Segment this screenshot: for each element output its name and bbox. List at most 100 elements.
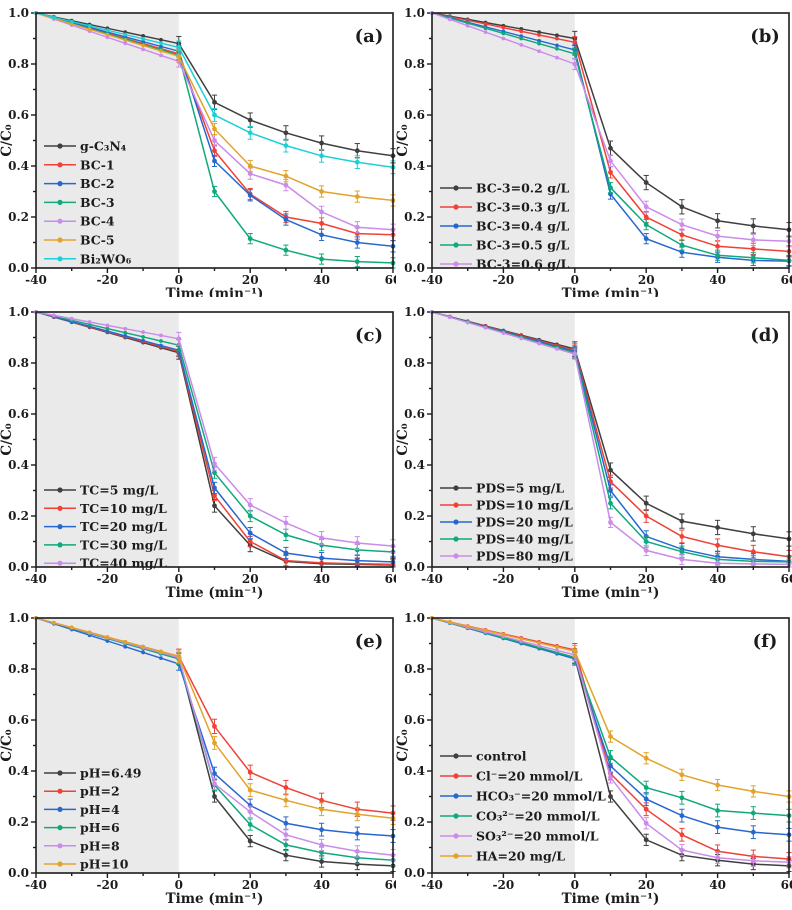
legend-item: BC-3=0.3 g/L (440, 200, 570, 215)
marker (319, 189, 324, 194)
y-tick-label: 0.0 (404, 560, 425, 574)
marker (283, 832, 289, 838)
legend-item: BC-3=0.4 g/L (440, 219, 570, 234)
marker (679, 534, 685, 539)
legend-label: TC=10 mg/L (80, 501, 167, 516)
marker (141, 36, 146, 41)
panel-e: -40 -20 0 20 40 60 0.0 0.2 0.4 0.6 0.8 1.0 Time (min… (0, 603, 396, 910)
marker (319, 209, 324, 215)
legend-item: control (440, 749, 527, 764)
legend-item: PDS=10 mg/L (440, 498, 573, 513)
dark-phase-shade (432, 618, 575, 873)
legend-item: TC=40 mg/L (44, 556, 167, 571)
tick-labels: -40 -20 0 20 40 60 0.0 0.2 0.4 0.6 0.8 1.0 (8, 611, 396, 892)
marker (679, 232, 685, 238)
marker (537, 49, 541, 54)
y-tick-label: 1.0 (8, 305, 29, 319)
axes-frame (431, 617, 790, 874)
marker (715, 525, 720, 530)
marker (283, 130, 289, 136)
marker (608, 763, 613, 769)
marker (608, 754, 613, 760)
marker (608, 734, 613, 739)
x-tick-label: 0 (175, 273, 183, 287)
legend-item: pH=8 (44, 838, 120, 853)
y-tick-label: 0.6 (404, 108, 425, 122)
marker (715, 824, 720, 830)
panel-c: -40 -20 0 20 40 60 0.0 0.2 0.4 0.6 0.8 1.0 Time (min… (0, 297, 396, 603)
marker (141, 650, 146, 655)
marker (141, 334, 146, 339)
marker (679, 204, 685, 210)
x-tick-label: -40 (421, 572, 443, 586)
marker (212, 138, 217, 143)
legend-item: BC-3=0.5 g/L (440, 238, 570, 253)
marker (123, 330, 128, 335)
legend-item: pH=2 (44, 784, 120, 799)
legend-item: Cl⁻=20 mmol/L (440, 769, 583, 784)
marker (247, 130, 253, 136)
legend-label: BC-3=0.6 g/L (476, 257, 570, 272)
x-axis-title: Time (min⁻¹) (166, 891, 264, 907)
marker (87, 27, 92, 32)
marker (679, 813, 685, 819)
legend-label: BC-1 (80, 157, 115, 172)
marker (537, 640, 541, 645)
y-tick-label: 0.8 (404, 57, 425, 71)
marker (537, 643, 541, 648)
legend-label: TC=30 mg/L (80, 537, 167, 552)
marker (123, 644, 128, 649)
marker (247, 822, 253, 827)
legend-marker (453, 793, 459, 799)
legend-marker (57, 843, 63, 849)
x-axis-title: Time (min⁻¹) (562, 891, 660, 907)
marker (354, 540, 360, 546)
marker (319, 555, 324, 561)
y-tick-label: 0.4 (404, 458, 425, 472)
legend-item: BC-3 (44, 195, 115, 210)
y-tick-label: 0.6 (8, 407, 29, 421)
marker (572, 351, 578, 357)
marker (247, 163, 253, 169)
panel-d: -40 -20 0 20 40 60 0.0 0.2 0.4 0.6 0.8 1.0 Time (min… (396, 297, 792, 603)
marker (679, 847, 685, 853)
marker (319, 256, 324, 262)
marker (319, 232, 324, 238)
marker (501, 36, 506, 41)
marker (87, 320, 92, 324)
legend-label: BC-3=0.4 g/L (476, 219, 570, 234)
marker (159, 343, 163, 348)
marker (212, 794, 217, 799)
legend-label: PDS=20 mg/L (476, 515, 573, 530)
marker (283, 797, 289, 803)
series-line (574, 63, 790, 242)
marker (354, 811, 360, 817)
marker (212, 158, 217, 164)
x-tick-label: 0 (175, 878, 183, 892)
marker (283, 173, 289, 179)
x-tick-label: -40 (421, 878, 443, 892)
y-tick-label: 0.0 (8, 560, 29, 574)
x-tick-label: 40 (313, 878, 330, 892)
legend-marker (453, 773, 459, 779)
legend-item: pH=6 (44, 820, 120, 835)
marker (537, 38, 541, 43)
marker (247, 117, 253, 123)
marker (572, 648, 578, 654)
marker (141, 644, 146, 649)
marker (572, 39, 578, 45)
x-tick-label: -20 (493, 572, 515, 586)
marker (159, 53, 163, 58)
marker (212, 503, 217, 509)
marker (679, 549, 685, 555)
marker (501, 31, 506, 36)
legend-marker (453, 223, 459, 229)
marker (750, 223, 756, 229)
marker (123, 326, 128, 331)
marker (555, 55, 559, 60)
marker (176, 653, 182, 659)
legend-item: BC-4 (44, 214, 115, 229)
marker (501, 331, 506, 335)
marker (159, 333, 163, 338)
marker (247, 530, 253, 536)
